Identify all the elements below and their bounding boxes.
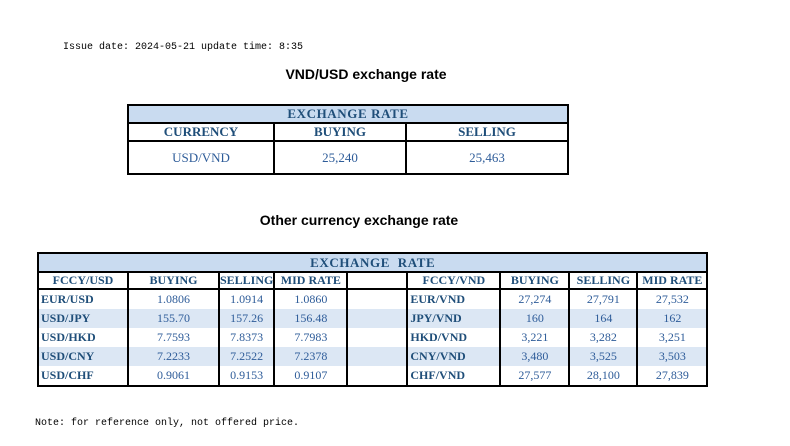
gap-cell	[346, 289, 409, 309]
buying-cell: 0.9061	[127, 366, 220, 386]
selling-cell: 25,463	[405, 140, 569, 175]
column-header-currency: CURRENCY	[127, 122, 275, 142]
table-row: USD/VND 25,240 25,463	[127, 140, 569, 175]
table-header-row: EXCHANGE RATE	[36, 252, 709, 273]
mid-rate-cell: 162	[636, 309, 709, 328]
mid-rate-cell: 1.0860	[273, 289, 349, 309]
column-header-fccy-vnd: FCCY/VND	[406, 271, 502, 290]
selling-cell: 3,525	[568, 347, 639, 366]
pair-cell: EUR/USD	[37, 289, 129, 309]
usd-table-title: VND/USD exchange rate	[285, 66, 447, 82]
table-row: USD/CHF 0.9061 0.9153 0.9107 CHF/VND 27,…	[37, 366, 709, 386]
buying-cell: 27,274	[499, 289, 571, 309]
buying-cell: 3,480	[499, 347, 571, 366]
column-header-selling: SELLING	[217, 271, 276, 290]
selling-cell: 7.8373	[217, 328, 276, 347]
pair-cell: JPY/VND	[406, 309, 502, 328]
column-header-buying: BUYING	[273, 122, 407, 142]
table-row: USD/CNY 7.2233 7.2522 7.2378 CNY/VND 3,4…	[37, 347, 709, 366]
pair-cell: USD/VND	[127, 140, 275, 175]
selling-cell: 0.9153	[217, 366, 276, 386]
column-header-row: CURRENCY BUYING SELLING	[127, 122, 569, 142]
note-text: Note: for reference only, not offered pr…	[35, 418, 300, 429]
selling-cell: 28,100	[568, 366, 639, 386]
selling-cell: 164	[568, 309, 639, 328]
buying-cell: 7.7593	[127, 328, 220, 347]
table-header: EXCHANGE RATE	[36, 252, 709, 273]
selling-cell: 1.0914	[217, 289, 276, 309]
column-header-buying: BUYING	[499, 271, 571, 290]
pair-cell: USD/HKD	[37, 328, 129, 347]
mid-rate-cell: 27,839	[636, 366, 709, 386]
gap-cell	[346, 309, 409, 328]
table-row: EUR/USD 1.0806 1.0914 1.0860 EUR/VND 27,…	[37, 289, 709, 309]
selling-cell: 157.26	[217, 309, 276, 328]
table-row: USD/JPY 155.70 157.26 156.48 JPY/VND 160…	[37, 309, 709, 328]
column-header-selling: SELLING	[568, 271, 639, 290]
buying-cell: 1.0806	[127, 289, 220, 309]
mid-rate-cell: 0.9107	[273, 366, 349, 386]
column-header-selling: SELLING	[405, 122, 569, 142]
buying-cell: 155.70	[127, 309, 220, 328]
mid-rate-cell: 3,503	[636, 347, 709, 366]
mid-rate-cell: 7.7983	[273, 328, 349, 347]
buying-cell: 3,221	[499, 328, 571, 347]
column-header-mid-rate: MID RATE	[273, 271, 349, 290]
column-header-fccy-usd: FCCY/USD	[37, 271, 129, 290]
buying-cell: 27,577	[499, 366, 571, 386]
pair-cell: USD/CHF	[37, 366, 129, 386]
pair-cell: CNY/VND	[406, 347, 502, 366]
table-header: EXCHANGE RATE	[127, 104, 569, 124]
mid-rate-cell: 3,251	[636, 328, 709, 347]
usd-vnd-rate-table: EXCHANGE RATE CURRENCY BUYING SELLING US…	[127, 104, 569, 175]
column-header-mid-rate: MID RATE	[636, 271, 709, 290]
pair-cell: EUR/VND	[406, 289, 502, 309]
buying-cell: 7.2233	[127, 347, 220, 366]
buying-cell: 25,240	[273, 140, 407, 175]
selling-cell: 27,791	[568, 289, 639, 309]
mid-rate-cell: 156.48	[273, 309, 349, 328]
table-header-row: EXCHANGE RATE	[127, 104, 569, 124]
pair-cell: HKD/VND	[406, 328, 502, 347]
column-header-buying: BUYING	[127, 271, 220, 290]
pair-cell: USD/CNY	[37, 347, 129, 366]
mid-rate-cell: 7.2378	[273, 347, 349, 366]
issue-date-text: Issue date: 2024-05-21 update time: 8:35	[63, 42, 304, 53]
selling-cell: 3,282	[568, 328, 639, 347]
gap-cell	[346, 366, 409, 386]
pair-cell: USD/JPY	[37, 309, 129, 328]
buying-cell: 160	[499, 309, 571, 328]
other-table-title: Other currency exchange rate	[259, 212, 459, 228]
pair-cell: CHF/VND	[406, 366, 502, 386]
column-header-row: FCCY/USD BUYING SELLING MID RATE FCCY/VN…	[37, 271, 709, 290]
other-currency-rate-table: EXCHANGE RATE FCCY/USD BUYING SELLING MI…	[36, 252, 709, 387]
gap-cell	[346, 328, 409, 347]
table-row: USD/HKD 7.7593 7.8373 7.7983 HKD/VND 3,2…	[37, 328, 709, 347]
selling-cell: 7.2522	[217, 347, 276, 366]
gap-cell	[346, 347, 409, 366]
mid-rate-cell: 27,532	[636, 289, 709, 309]
gap-cell	[346, 271, 409, 290]
